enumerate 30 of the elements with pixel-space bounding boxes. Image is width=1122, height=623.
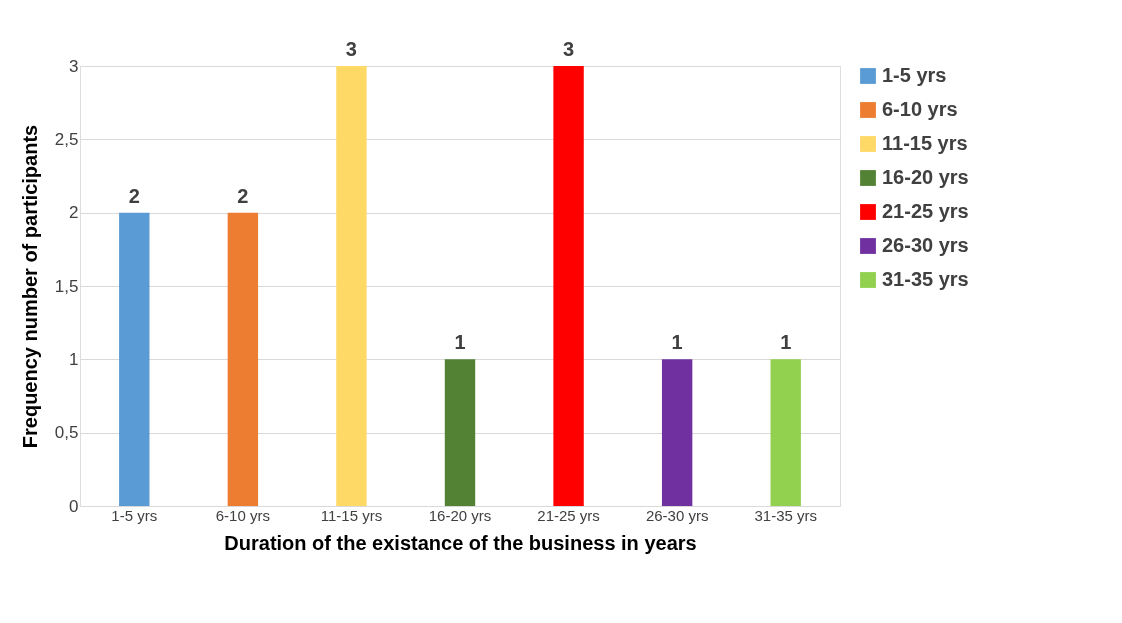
data-label: 2 — [237, 184, 249, 207]
y-tick-label: 1,5 — [54, 276, 79, 296]
x-axis-title: Duration of the existance of the business in years — [224, 531, 697, 554]
x-tick-label: 26-30 yrs — [645, 506, 709, 524]
legend-label: 1-5 yrs — [882, 64, 947, 86]
legend-label: 11-15 yrs — [882, 132, 968, 154]
data-label: 1 — [454, 331, 466, 354]
y-tick-label: 0,5 — [54, 423, 79, 443]
x-tick-label: 1-5 yrs — [111, 506, 158, 524]
data-label: 3 — [563, 38, 575, 60]
x-tick-label: 31-35 yrs — [754, 506, 817, 524]
legend-label: 26-30 yrs — [882, 234, 969, 256]
x-tick-label: 21-25 yrs — [537, 506, 600, 524]
data-label: 3 — [345, 38, 357, 60]
y-tick-label: 3 — [69, 56, 79, 76]
legend-label: 6-10 yrs — [882, 98, 958, 120]
legend-label: 31-35 yrs — [882, 268, 969, 290]
y-axis-title: Frequency number of participants — [18, 124, 41, 449]
legend-label: 21-25 yrs — [882, 200, 969, 222]
y-tick-label: 0 — [69, 496, 79, 516]
y-tick-label: 1 — [69, 349, 79, 369]
x-tick-label: 6-10 yrs — [215, 506, 270, 524]
legend-label: 16-20 yrs — [882, 166, 969, 188]
y-tick-label: 2,5 — [54, 129, 79, 149]
x-tick-label: 16-20 yrs — [428, 506, 492, 524]
x-tick-label: 11-15 yrs — [320, 506, 383, 524]
y-tick-label: 2 — [69, 203, 79, 223]
data-label: 1 — [780, 331, 792, 354]
data-label: 2 — [128, 184, 140, 207]
data-label: 1 — [671, 331, 683, 354]
